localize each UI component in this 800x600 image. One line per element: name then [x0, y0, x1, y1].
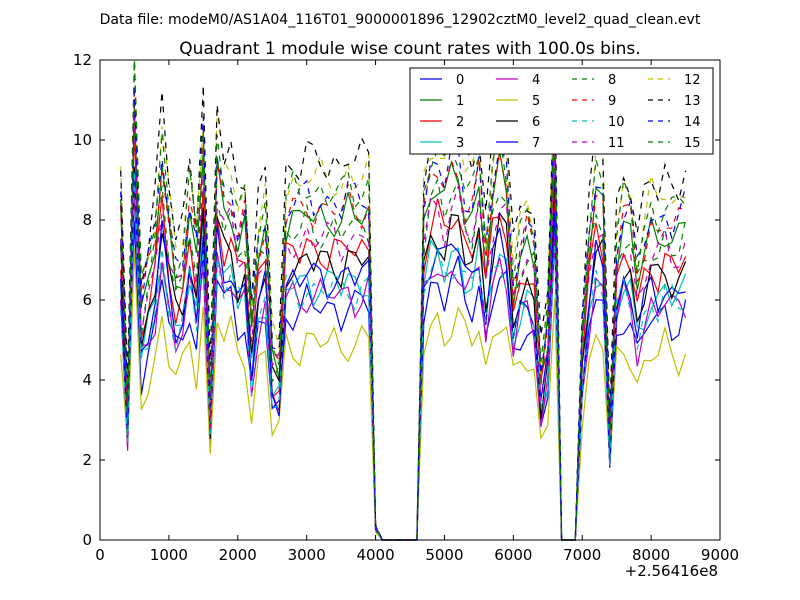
x-tick-label: 8000: [632, 546, 670, 564]
x-tick-label: 6000: [494, 546, 532, 564]
x-tick-label: 1000: [150, 546, 188, 564]
x-tick-label: 0: [95, 546, 105, 564]
legend-label-2: 2: [456, 115, 464, 130]
legend-label-3: 3: [456, 136, 464, 151]
chart-title: Quadrant 1 module wise count rates with …: [179, 39, 640, 59]
y-tick-label: 8: [82, 211, 92, 229]
legend-label-13: 13: [684, 94, 701, 109]
x-tick-label: 5000: [425, 546, 463, 564]
x-tick-label: 7000: [563, 546, 601, 564]
plot-frame: [99, 59, 721, 541]
legend-label-10: 10: [608, 115, 625, 130]
x-tick-label: 4000: [356, 546, 394, 564]
x-tick-label: 3000: [288, 546, 326, 564]
y-tick-label: 2: [82, 451, 92, 469]
legend-label-12: 12: [684, 73, 701, 88]
x-offset-label: +2.56416e8: [625, 562, 718, 580]
y-tick-label: 6: [82, 291, 92, 309]
legend-label-7: 7: [532, 136, 540, 151]
legend-label-6: 6: [532, 115, 540, 130]
y-tick-label: 0: [82, 531, 92, 549]
legend-label-15: 15: [684, 136, 701, 151]
y-tick-label: 10: [73, 131, 92, 149]
legend-label-8: 8: [608, 73, 616, 88]
x-tick-label: 9000: [701, 546, 739, 564]
legend-label-5: 5: [532, 94, 540, 109]
x-tick-label: 2000: [219, 546, 257, 564]
axis-layer: 0 1000 2000 3000 4000 5000 6000 7000 8000 9000 0 2 4…: [73, 51, 739, 564]
y-tick-label: 12: [73, 51, 92, 69]
legend-label-14: 14: [684, 115, 701, 130]
series-line-9: [120, 91, 686, 541]
legend-label-1: 1: [456, 94, 464, 109]
legend-label-4: 4: [532, 73, 540, 88]
y-tick-label: 4: [82, 371, 92, 389]
legend-box: [409, 67, 714, 155]
legend-label-0: 0: [456, 73, 464, 88]
chart-suptitle: Data file: modeM0/AS1A04_116T01_90000018…: [100, 12, 701, 28]
legend-label-11: 11: [608, 136, 625, 151]
series-line-11: [120, 117, 687, 541]
legend-label-9: 9: [608, 94, 616, 109]
